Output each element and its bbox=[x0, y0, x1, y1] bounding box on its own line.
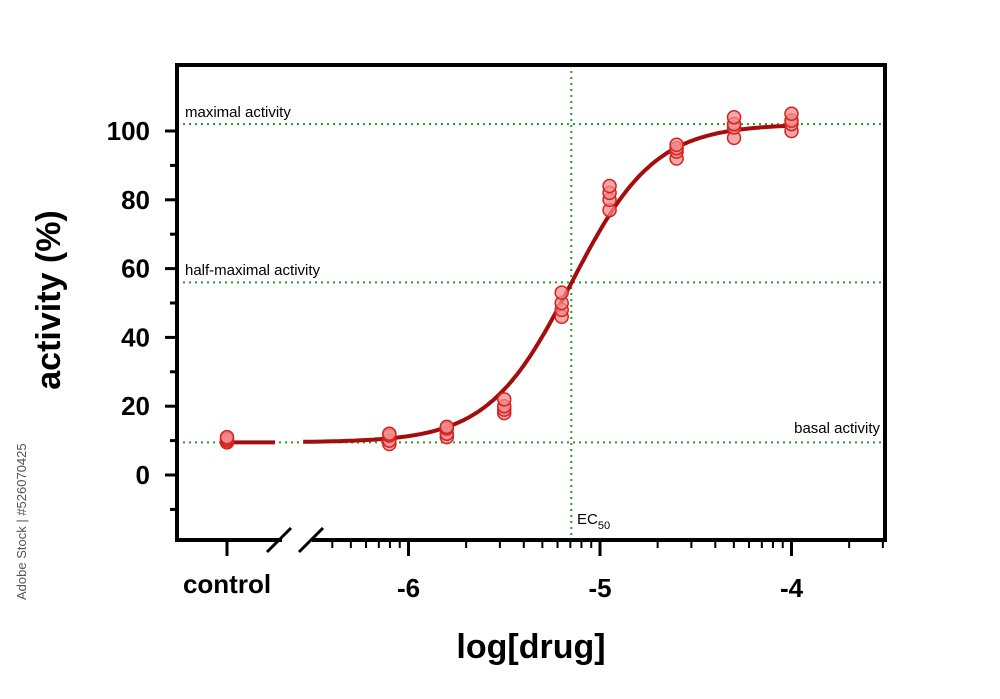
y-tick-label: 60 bbox=[121, 254, 150, 284]
data-point bbox=[602, 178, 617, 194]
axis-ticks bbox=[165, 129, 884, 556]
ec50-subscript: 50 bbox=[598, 520, 610, 532]
ec50-label: EC50 bbox=[577, 511, 610, 532]
y-axis-title: activity (%) bbox=[30, 210, 68, 390]
fit-curve bbox=[303, 123, 790, 444]
x-axis-title: log[drug] bbox=[456, 628, 605, 666]
data-point bbox=[382, 426, 397, 441]
y-tick-label: 100 bbox=[107, 116, 150, 146]
data-points bbox=[219, 106, 799, 452]
data-point bbox=[497, 392, 512, 407]
x-tick-label: -6 bbox=[397, 573, 420, 603]
reference-lines bbox=[177, 65, 885, 540]
axis-break-mark bbox=[297, 526, 325, 554]
plot-frame bbox=[175, 63, 887, 542]
data-point bbox=[669, 137, 684, 153]
y-tick-label: 20 bbox=[121, 391, 150, 421]
axis-break-mark bbox=[265, 526, 293, 554]
half-maximal-activity-label: half-maximal activity bbox=[185, 262, 321, 279]
y-tick-labels: 0 20 40 60 80 100 bbox=[107, 116, 150, 490]
data-point bbox=[439, 419, 455, 435]
axis-break-gap bbox=[282, 536, 312, 544]
x-tick-label: -4 bbox=[780, 573, 804, 603]
data-point bbox=[219, 429, 235, 445]
data-point bbox=[726, 109, 742, 125]
x-tick-label: -5 bbox=[588, 573, 611, 603]
stock-watermark: Adobe Stock | #526070425 bbox=[14, 443, 29, 600]
y-tick-label: 0 bbox=[136, 460, 150, 490]
data-point bbox=[554, 285, 569, 300]
y-tick-label: 80 bbox=[121, 185, 150, 215]
control-tick-label: control bbox=[183, 569, 271, 599]
data-point bbox=[784, 106, 799, 122]
ec50-main: EC bbox=[577, 511, 598, 528]
x-tick-labels: -6 -5 -4 control bbox=[183, 569, 804, 603]
y-tick-label: 40 bbox=[121, 322, 150, 352]
maximal-activity-label: maximal activity bbox=[185, 104, 291, 121]
basal-activity-label: basal activity bbox=[794, 420, 880, 437]
